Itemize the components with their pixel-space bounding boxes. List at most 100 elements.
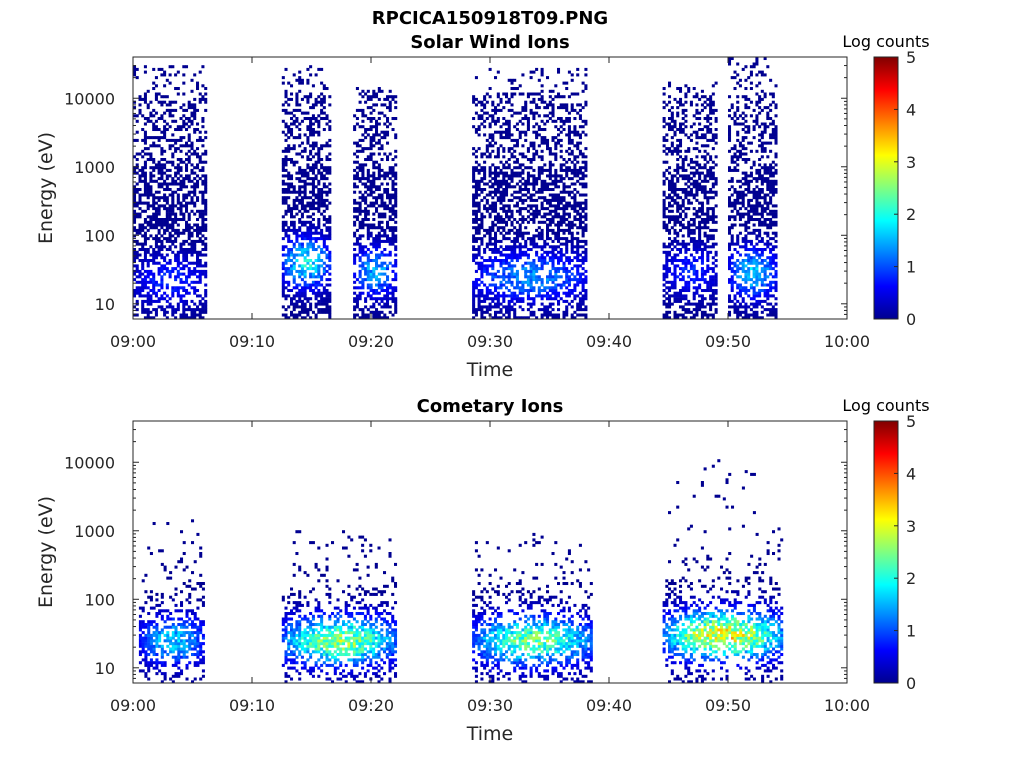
heatmap-cell bbox=[676, 207, 680, 211]
heatmap-cell bbox=[496, 119, 500, 123]
heatmap-cell bbox=[483, 264, 487, 268]
heatmap-cell bbox=[524, 103, 528, 107]
heatmap-cell bbox=[472, 256, 476, 260]
heatmap-cell bbox=[328, 256, 332, 260]
heatmap-cell bbox=[185, 177, 189, 181]
heatmap-cell bbox=[317, 283, 321, 287]
heatmap-cell bbox=[135, 228, 139, 232]
heatmap-cell bbox=[284, 138, 288, 142]
heatmap-cell bbox=[551, 302, 555, 306]
heatmap-cell bbox=[193, 291, 197, 295]
heatmap-cell bbox=[366, 294, 370, 298]
heatmap-cell bbox=[576, 103, 580, 107]
heatmap-cell bbox=[567, 259, 571, 263]
heatmap-cell bbox=[198, 136, 202, 140]
heatmap-cell bbox=[328, 272, 332, 276]
heatmap-cell bbox=[198, 215, 202, 219]
heatmap-cell bbox=[551, 152, 555, 156]
heatmap-cell bbox=[502, 248, 506, 252]
heatmap-cell bbox=[673, 174, 677, 178]
heatmap-cell bbox=[391, 218, 395, 222]
heatmap-cell bbox=[284, 158, 288, 162]
heatmap-cell bbox=[328, 125, 332, 129]
heatmap-cell bbox=[573, 193, 577, 197]
heatmap-cell bbox=[668, 305, 672, 309]
heatmap-cell bbox=[567, 283, 571, 287]
heatmap-cell bbox=[165, 160, 169, 164]
heatmap-cell bbox=[557, 128, 561, 132]
heatmap-cell bbox=[146, 291, 150, 295]
heatmap-cell bbox=[540, 100, 544, 104]
heatmap-cell bbox=[372, 185, 376, 189]
heatmap-cell bbox=[171, 108, 175, 112]
heatmap-cell bbox=[472, 152, 476, 156]
heatmap-cell bbox=[165, 253, 169, 257]
heatmap-cell bbox=[193, 193, 197, 197]
heatmap-cell bbox=[133, 239, 137, 243]
heatmap-cell bbox=[295, 305, 299, 309]
heatmap-cell bbox=[358, 163, 362, 167]
heatmap-cell bbox=[703, 133, 707, 137]
heatmap-cell bbox=[535, 111, 539, 115]
heatmap-cell bbox=[521, 308, 525, 312]
heatmap-cell bbox=[700, 269, 704, 273]
heatmap-cell bbox=[562, 299, 566, 303]
heatmap-cell bbox=[515, 228, 519, 232]
heatmap-cell bbox=[355, 207, 359, 211]
heatmap-cell bbox=[562, 95, 566, 99]
heatmap-cell bbox=[303, 256, 307, 260]
heatmap-cell bbox=[146, 182, 150, 186]
heatmap-cell bbox=[281, 226, 285, 230]
heatmap-cell bbox=[314, 275, 318, 279]
heatmap-cell bbox=[163, 291, 167, 295]
heatmap-cell bbox=[394, 259, 398, 263]
heatmap-cell bbox=[703, 125, 707, 129]
heatmap-cell bbox=[700, 133, 704, 137]
heatmap-cell bbox=[551, 103, 555, 107]
heatmap-cell bbox=[196, 182, 200, 186]
heatmap-cell bbox=[284, 100, 288, 104]
heatmap-cell bbox=[518, 163, 522, 167]
heatmap-cell bbox=[295, 299, 299, 303]
heatmap-cell bbox=[510, 245, 514, 249]
heatmap-cell bbox=[292, 220, 296, 224]
heatmap-cell bbox=[668, 122, 672, 126]
heatmap-cell bbox=[554, 231, 558, 235]
heatmap-cell bbox=[532, 275, 536, 279]
heatmap-cell bbox=[149, 204, 153, 208]
heatmap-cell bbox=[375, 237, 379, 241]
heatmap-cell bbox=[196, 226, 200, 230]
heatmap-cell bbox=[141, 286, 145, 290]
heatmap-cell bbox=[133, 294, 137, 298]
heatmap-cell bbox=[193, 267, 197, 271]
heatmap-cell bbox=[499, 226, 503, 230]
heatmap-cell bbox=[510, 223, 514, 227]
heatmap-cell bbox=[358, 207, 362, 211]
heatmap-cell bbox=[548, 245, 552, 249]
heatmap-cell bbox=[557, 185, 561, 189]
heatmap-cell bbox=[515, 297, 519, 301]
heatmap-cell bbox=[146, 207, 150, 211]
heatmap-cell bbox=[700, 179, 704, 183]
heatmap-cell bbox=[366, 95, 370, 99]
heatmap-cell bbox=[576, 204, 580, 208]
heatmap-cell bbox=[698, 111, 702, 115]
heatmap-cell bbox=[353, 286, 357, 290]
heatmap-cell bbox=[388, 198, 392, 202]
heatmap-cell bbox=[380, 253, 384, 257]
heatmap-cell bbox=[300, 305, 304, 309]
heatmap-cell bbox=[526, 261, 530, 265]
heatmap-cell bbox=[573, 198, 577, 202]
heatmap-cell bbox=[281, 215, 285, 219]
heatmap-cell bbox=[510, 272, 514, 276]
heatmap-cell bbox=[570, 160, 574, 164]
heatmap-cell bbox=[543, 294, 547, 298]
heatmap-cell bbox=[496, 294, 500, 298]
heatmap-cell bbox=[292, 215, 296, 219]
heatmap-cell bbox=[551, 239, 555, 243]
heatmap-cell bbox=[581, 286, 585, 290]
heatmap-cell bbox=[185, 158, 189, 162]
heatmap-cell bbox=[361, 133, 365, 137]
heatmap-cell bbox=[168, 144, 172, 148]
heatmap-cell bbox=[190, 245, 194, 249]
